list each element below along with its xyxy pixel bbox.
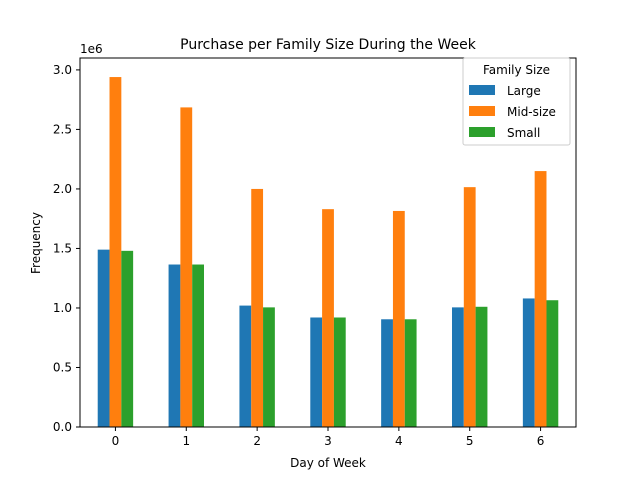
legend-swatch-small bbox=[469, 127, 495, 137]
legend-swatch-mid-size bbox=[469, 106, 495, 116]
legend-label-small: Small bbox=[507, 126, 540, 140]
axes: 0.0 0.5 1.0 1.5 2.0 2.5 3.0 0 1 2 3 4 5 6 bbox=[53, 57, 577, 448]
x-axis-label: Day of Week bbox=[290, 456, 366, 470]
bar-small-day-2 bbox=[263, 307, 275, 427]
bar-mid-size-day-1 bbox=[180, 107, 193, 428]
bar-large-day-4 bbox=[381, 319, 393, 427]
x-tick-label: 1 bbox=[182, 434, 190, 448]
bar-mid-size-day-0 bbox=[109, 77, 122, 428]
legend-label-mid-size: Mid-size bbox=[507, 105, 556, 119]
bar-mid-size-day-4 bbox=[392, 210, 405, 427]
y-tick-label: 3.0 bbox=[53, 63, 72, 77]
bar-mid-size-day-3 bbox=[322, 209, 334, 427]
legend-box bbox=[462, 57, 571, 146]
bar-small-day-0 bbox=[121, 250, 134, 427]
bar-mid-size-day-2 bbox=[251, 188, 264, 427]
plot-area: 0.0 0.5 1.0 1.5 2.0 2.5 3.0 0 1 2 3 4 5 6 Family Size L… bbox=[53, 57, 577, 448]
y-tick-label: 2.5 bbox=[53, 122, 72, 136]
bars-group bbox=[97, 77, 559, 428]
y-tick-label: 1.0 bbox=[53, 301, 72, 315]
legend-swatch-large bbox=[469, 85, 495, 95]
bar-small-day-5 bbox=[475, 306, 488, 427]
bar-small-day-6 bbox=[546, 300, 559, 427]
y-tick-label: 2.0 bbox=[53, 182, 72, 196]
x-tick-label: 0 bbox=[112, 434, 120, 448]
bar-mid-size-day-5 bbox=[463, 187, 476, 427]
bar-small-day-1 bbox=[192, 264, 204, 427]
bar-large-day-0 bbox=[97, 249, 110, 427]
legend-title: Family Size bbox=[483, 63, 550, 77]
x-tick-label: 5 bbox=[466, 434, 474, 448]
bar-large-day-6 bbox=[522, 298, 535, 427]
bar-small-day-3 bbox=[333, 317, 346, 427]
bar-mid-size-day-6 bbox=[534, 171, 547, 427]
y-axis-offset-label: 1e6 bbox=[80, 42, 103, 56]
y-tick-label: 0.0 bbox=[53, 420, 72, 434]
bar-large-day-2 bbox=[239, 305, 252, 427]
y-tick-label: 0.5 bbox=[53, 360, 72, 374]
bar-small-day-4 bbox=[404, 319, 417, 427]
chart-title: Purchase per Family Size During the Week bbox=[180, 37, 477, 53]
y-tick-label: 1.5 bbox=[53, 241, 72, 255]
x-tick-label: 2 bbox=[253, 434, 261, 448]
x-tick-label: 4 bbox=[395, 434, 403, 448]
bar-large-day-1 bbox=[168, 264, 181, 427]
legend: Family Size Large Mid-size Small bbox=[462, 57, 571, 146]
x-tick-label: 3 bbox=[324, 434, 332, 448]
x-tick-label: 6 bbox=[537, 434, 545, 448]
y-axis-label: Frequency bbox=[29, 212, 43, 274]
legend-label-large: Large bbox=[507, 84, 541, 98]
bar-large-day-3 bbox=[310, 317, 323, 427]
bar-large-day-5 bbox=[452, 307, 464, 427]
